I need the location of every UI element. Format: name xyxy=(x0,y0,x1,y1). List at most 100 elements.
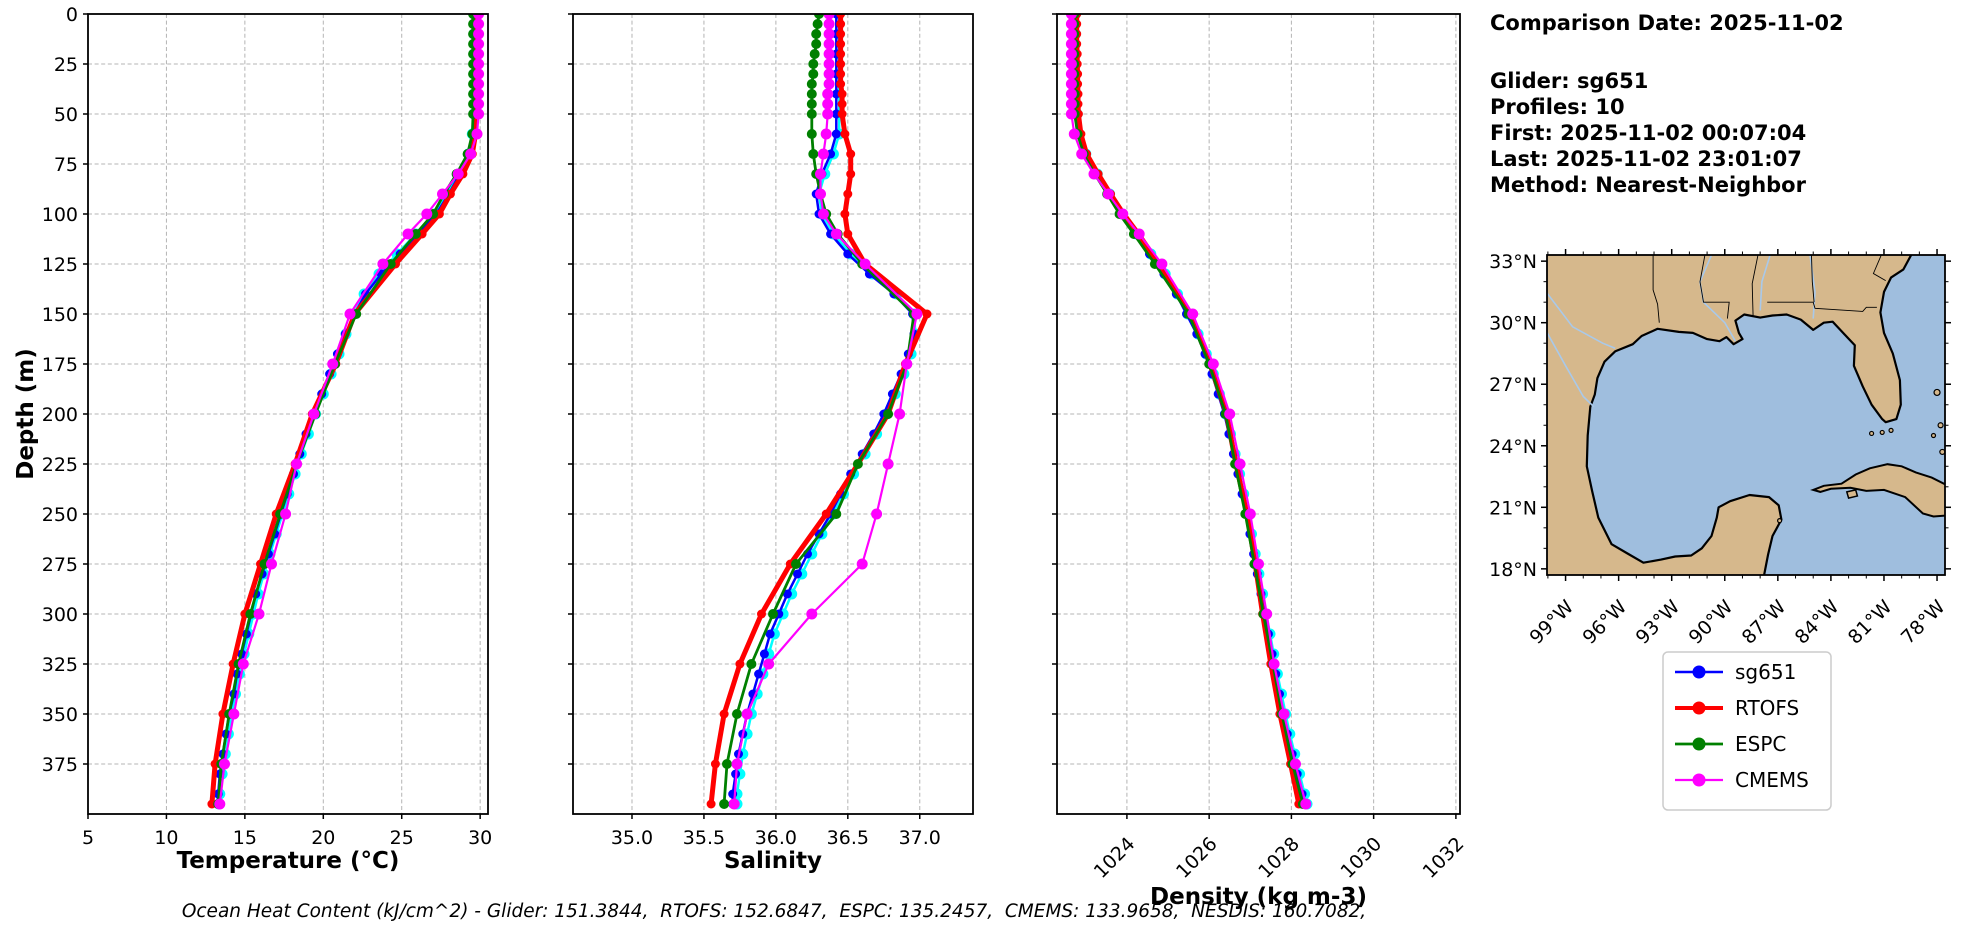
map-panel: 33°N 30°N 27°N 24°N 21°N 18°N 99°W 96°W 93°W 90°W… xyxy=(1489,249,1951,649)
map-lon-label: 93°W xyxy=(1632,596,1685,649)
legend-box xyxy=(1662,651,1832,811)
x-tick-label: 36.0 xyxy=(755,827,797,849)
series-group xyxy=(207,14,485,810)
RTOFS-series-line xyxy=(708,14,930,805)
x-tick-label: 15 xyxy=(233,827,257,849)
map-state-border xyxy=(1699,255,1730,319)
x-tick-label: 36.5 xyxy=(827,827,869,849)
map-river xyxy=(1759,255,1771,311)
temperature-axis-label: Temperature (°C) xyxy=(176,848,400,874)
legend: sg651 RTOFS ESPC CMEMS xyxy=(1662,651,1832,811)
gridlines xyxy=(573,14,973,814)
info-panel: Comparison Date: 2025-11-02 Glider: sg65… xyxy=(1490,10,1844,198)
map-lon-label: 78°W xyxy=(1897,596,1950,649)
map-lat-label: 18°N xyxy=(1489,559,1537,581)
depth-tick-label: 25 xyxy=(54,54,78,76)
map-isla-juventud xyxy=(1845,489,1859,499)
temperature-panel: 5 10 15 20 25 3002550751001251501752002252502… xyxy=(42,4,493,849)
map-lon-label: 99°W xyxy=(1525,596,1578,649)
profiles-line: Profiles: 10 xyxy=(1490,95,1625,119)
map-land-north-america xyxy=(1547,255,1913,575)
ESPC-series-markers xyxy=(1069,14,1308,809)
x-tick-label: 1032 xyxy=(1419,833,1469,883)
sg651-series-line xyxy=(1074,14,1306,805)
legend-label-sg651: sg651 xyxy=(1735,660,1796,684)
depth-tick-label: 350 xyxy=(42,704,78,726)
density-axis-label: Density (kg m-3) xyxy=(1150,884,1367,910)
depth-tick-label: 200 xyxy=(42,404,78,426)
series-group xyxy=(706,14,932,810)
salinity-axis-label: Salinity xyxy=(723,848,823,874)
ESPC-series-markers xyxy=(213,14,479,809)
tick-labels: 5 10 15 20 25 3002550751001251501752002252502… xyxy=(42,4,493,849)
x-tick-label: 5 xyxy=(82,827,94,849)
ohc-caption: Ocean Heat Content (kJ/cm^2) - Glider: 1… xyxy=(181,901,1367,922)
depth-tick-label: 150 xyxy=(42,304,78,326)
method-line: Method: Nearest-Neighbor xyxy=(1490,173,1806,197)
depth-axis-label: Depth (m) xyxy=(13,348,39,480)
map-island xyxy=(1933,388,1941,397)
legend-label-ESPC: ESPC xyxy=(1735,732,1786,756)
density-panel: 1024 1026 1028 1030 1032 xyxy=(1052,13,1469,883)
legend-marker-RTOFS xyxy=(1692,701,1706,715)
x-tick-label: 37.0 xyxy=(899,827,941,849)
salinity-panel: 35.0 35.5 36.0 36.5 37.0 xyxy=(568,13,974,849)
CMEMS-series-markers xyxy=(728,14,923,810)
NESDIS-series-line xyxy=(217,14,476,805)
map-island xyxy=(1888,427,1894,433)
CMEMS-series-markers xyxy=(1065,14,1312,810)
map-state-border xyxy=(1751,255,1759,317)
last-time-line: Last: 2025-11-02 23:01:07 xyxy=(1490,147,1802,171)
map-cuba xyxy=(1810,463,1945,518)
depth-tick-label: 275 xyxy=(42,554,78,576)
x-tick-label: 10 xyxy=(154,827,178,849)
map-tick-marks xyxy=(1541,249,1951,581)
map-lon-label: 96°W xyxy=(1579,596,1632,649)
depth-tick-label: 75 xyxy=(54,154,78,176)
comparison-date-line: Comparison Date: 2025-11-02 xyxy=(1490,11,1844,35)
RTOFS-series-line xyxy=(209,14,478,805)
map-state-border xyxy=(1872,255,1886,281)
depth-tick-label: 375 xyxy=(42,754,78,776)
CMEMS-series-line xyxy=(1070,14,1307,805)
map-lat-label: 27°N xyxy=(1489,374,1537,396)
depth-tick-label: 125 xyxy=(42,254,78,276)
RTOFS-series-markers xyxy=(1072,14,1304,809)
map-island xyxy=(1777,518,1783,524)
x-tick-label: 1026 xyxy=(1172,833,1222,883)
map-lat-label: 30°N xyxy=(1489,313,1537,335)
legend-marker-CMEMS xyxy=(1692,773,1706,787)
map-state-border xyxy=(1811,255,1815,303)
x-tick-label: 1030 xyxy=(1336,833,1386,883)
depth-tick-label: 100 xyxy=(42,204,78,226)
series-group xyxy=(1065,14,1313,810)
legend-label-CMEMS: CMEMS xyxy=(1735,768,1809,792)
RTOFS-series-markers xyxy=(207,14,480,809)
map-island xyxy=(1879,429,1885,436)
sg651-series-markers xyxy=(212,14,479,809)
map-lat-label: 21°N xyxy=(1489,497,1537,519)
depth-tick-label: 50 xyxy=(54,104,78,126)
tick-marks xyxy=(1052,13,1457,819)
CMEMS-series-markers xyxy=(214,14,485,810)
ESPC-series-line xyxy=(1072,14,1305,805)
legend-marker-ESPC xyxy=(1692,737,1706,751)
map-lon-label: 84°W xyxy=(1791,596,1844,649)
depth-tick-label: 175 xyxy=(42,354,78,376)
depth-tick-label: 225 xyxy=(42,454,78,476)
map-river xyxy=(1547,291,1616,350)
gridlines xyxy=(87,14,488,814)
map-island xyxy=(1868,430,1875,437)
map-lat-label: 24°N xyxy=(1489,436,1537,458)
map-lon-label: 87°W xyxy=(1738,596,1791,649)
depth-tick-label: 250 xyxy=(42,504,78,526)
map-river xyxy=(1547,330,1595,408)
x-tick-label: 35.5 xyxy=(683,827,725,849)
x-tick-label: 20 xyxy=(311,827,335,849)
NESDIS-series-markers xyxy=(213,14,480,810)
info-spacer xyxy=(1490,36,1844,68)
map-lon-label: 90°W xyxy=(1685,596,1738,649)
map-lat-label: 33°N xyxy=(1489,251,1537,273)
